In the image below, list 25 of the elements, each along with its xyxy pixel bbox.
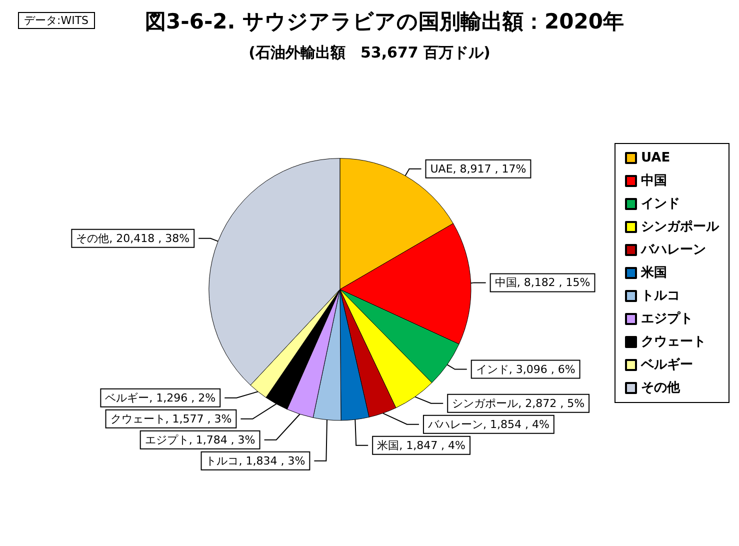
data-label: 米国, 1,847 , 4% (377, 438, 466, 452)
chart-title: 図3-6-2. サウジアラビアの国別輸出額：2020年 (145, 10, 624, 34)
data-label: クウェート, 1,577 , 3% (110, 412, 232, 426)
data-label: インド, 3,096 , 6% (476, 362, 576, 376)
chart-subtitle: (石油外輸出額 53,677 百万ドル) (248, 44, 490, 62)
legend-label: シンガポール (641, 220, 720, 234)
legend-label: 米国 (640, 266, 667, 280)
legend-label: エジプト (641, 310, 693, 326)
data-label: 中国, 8,182 , 15% (494, 276, 590, 290)
legend-label: クウェート (641, 334, 706, 350)
legend-label: UAE (641, 150, 670, 166)
text: データ:WITS (24, 14, 89, 27)
data-label: ベルギー, 1,296 , 2% (105, 391, 216, 404)
data-label: シンガポール, 2,872 , 5% (452, 396, 585, 410)
data-label: その他, 20,418 , 38% (76, 232, 190, 245)
data-label: バハレーン, 1,854 , 4% (426, 418, 550, 431)
legend-label: その他 (641, 380, 681, 396)
legend-label: ベルギー (640, 358, 693, 372)
legend-label: 中国 (641, 174, 667, 188)
legend-label: トルコ (641, 288, 680, 304)
data-label: エジプト, 1,784 , 3% (144, 433, 256, 446)
data-label: トルコ, 1,834 , 3% (206, 454, 306, 468)
data-label: UAE, 8,917 , 17% (430, 162, 526, 176)
legend-label: バハレーン (640, 242, 706, 258)
legend-label: インド (641, 196, 680, 212)
